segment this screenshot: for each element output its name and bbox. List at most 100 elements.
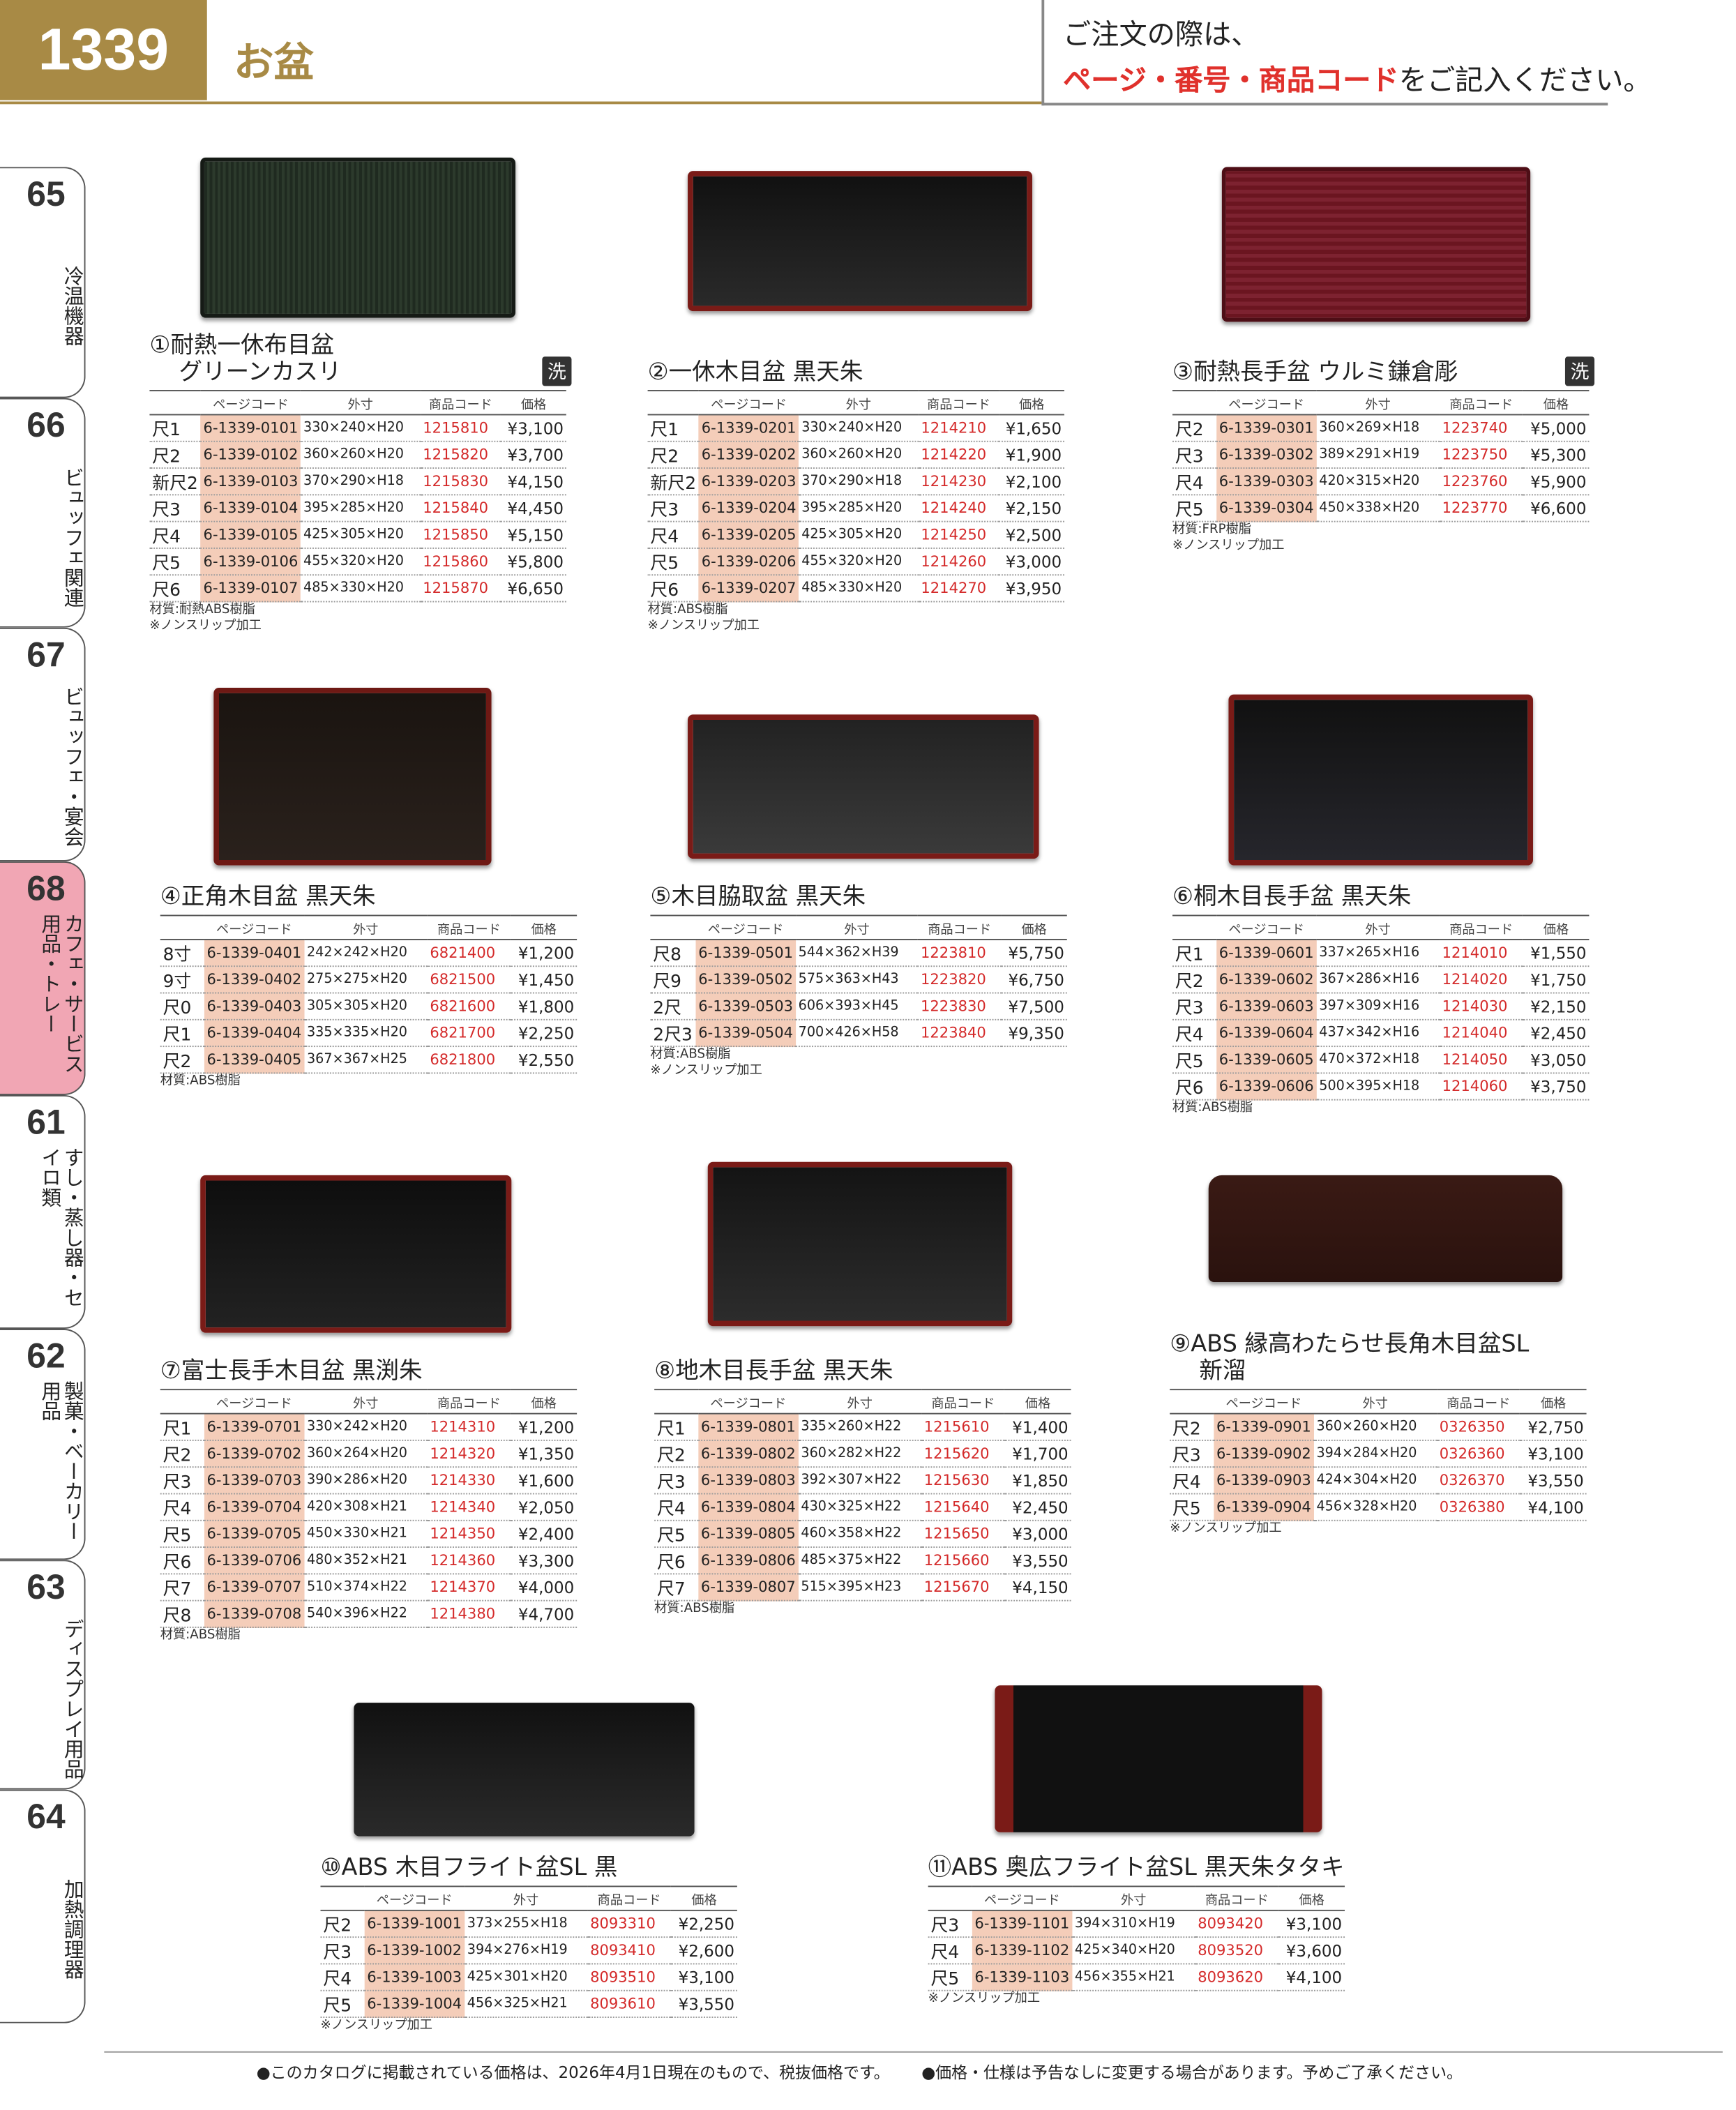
- table-cell: 尺9: [650, 966, 696, 994]
- table-cell: 6-1339-0803: [698, 1467, 799, 1495]
- table-cell: 尺5: [1172, 1046, 1216, 1074]
- side-tab: 62 製菓・ベーカリー用品: [0, 1329, 86, 1560]
- table-cell: ¥5,000: [1523, 414, 1590, 442]
- table-cell: 尺3: [1172, 441, 1216, 469]
- page-title: お盆: [234, 40, 314, 87]
- table-header: ページコード 外寸 商品コード 価格: [320, 1885, 737, 1911]
- table-header: ページコード 外寸 商品コード 価格: [160, 914, 578, 940]
- table-row: 尺4 6-1339-0804 430×325×H22 1215640 ¥2,450: [654, 1493, 1071, 1521]
- tab-number: 65: [27, 173, 66, 214]
- table-cell: 尺1: [654, 1413, 699, 1441]
- header-cell: ページコード: [1216, 390, 1317, 416]
- product-title: ⑧地木目長手盆 黒天朱: [654, 1358, 893, 1385]
- table-cell: 6-1339-0104: [200, 495, 301, 522]
- header-cell: 外寸: [464, 1885, 588, 1911]
- header-cell: 外寸: [304, 914, 428, 940]
- table-cell: 尺3: [160, 1467, 204, 1495]
- table-row: 尺5 6-1339-0805 460×358×H22 1215650 ¥3,000: [654, 1520, 1071, 1548]
- wash-badge: 洗: [1564, 356, 1595, 386]
- product: ⑨ABS 縁高わたらせ長角木目盆SL 新溜 ページコード 外寸 商品コード 価格 尺2 6-1…: [1170, 1332, 1600, 1537]
- table-cell: 尺4: [928, 1937, 972, 1965]
- product-note: 材質:ABS樹脂: [647, 602, 728, 617]
- table-row: 尺2 6-1339-1001 373×255×H18 8093310 ¥2,250: [320, 1910, 737, 1938]
- table-cell: 575×363×H43: [795, 966, 919, 994]
- table-cell: 尺1: [149, 414, 201, 442]
- table-cell: 394×284×H20: [1313, 1440, 1437, 1468]
- tab-label: ビュッフェ・宴会: [61, 686, 86, 847]
- table-cell: ¥4,150: [501, 468, 566, 496]
- table-row: 尺1 6-1339-0201 330×240×H20 1214210 ¥1,650: [647, 414, 1064, 442]
- table-cell: 6-1339-0404: [204, 1019, 305, 1048]
- table-cell: 6-1339-0204: [698, 495, 799, 522]
- table-row: 尺5 6-1339-1004 456×325×H21 8093610 ¥3,550: [320, 1990, 737, 2018]
- tray-image: [995, 1685, 1322, 1832]
- table-cell: 470×372×H18: [1316, 1046, 1440, 1074]
- table-cell: 6-1339-0806: [698, 1547, 799, 1575]
- tab-number: 62: [27, 1335, 66, 1376]
- header-cell: 外寸: [795, 914, 919, 940]
- table-cell: ¥2,450: [1004, 1493, 1071, 1521]
- table-cell: 1214310: [427, 1413, 511, 1441]
- table-cell: 尺4: [160, 1493, 204, 1521]
- table-cell: 6-1339-0703: [204, 1467, 305, 1495]
- table-cell: ¥2,450: [1523, 1019, 1590, 1048]
- table-cell: 尺4: [654, 1493, 699, 1521]
- table-cell: 700×426×H58: [795, 1019, 919, 1048]
- table-cell: 1214330: [427, 1467, 511, 1495]
- table-cell: 尺4: [1170, 1467, 1214, 1495]
- table-cell: 尺3: [654, 1467, 699, 1495]
- table-cell: 455×320×H20: [301, 548, 421, 576]
- table-cell: 尺2: [1172, 966, 1216, 994]
- table-cell: 367×286×H16: [1316, 966, 1440, 994]
- header-cell: [1172, 390, 1216, 416]
- spec-table: ページコード 外寸 商品コード 価格 尺3 6-1339-1101 394×310×H19 8…: [928, 1885, 1345, 1991]
- table-cell: ¥3,550: [1520, 1467, 1587, 1495]
- table-cell: 450×338×H20: [1316, 495, 1440, 522]
- table-cell: 6-1339-0602: [1216, 966, 1317, 994]
- table-cell: ¥5,300: [1523, 441, 1590, 469]
- table-cell: 1215660: [921, 1547, 1005, 1575]
- table-header: ページコード 外寸 商品コード 価格: [1172, 390, 1590, 416]
- table-cell: ¥7,500: [1001, 993, 1067, 1020]
- header-cell: 商品コード: [420, 390, 501, 416]
- table-cell: 6-1339-0301: [1216, 414, 1317, 442]
- spec-table: ページコード 外寸 商品コード 価格 尺8 6-1339-0501 544×362×H39 1…: [650, 914, 1067, 1048]
- table-cell: 1215620: [921, 1440, 1005, 1468]
- header-cell: 商品コード: [1439, 914, 1523, 940]
- product-note: ※ノンスリップ加工: [928, 1991, 1041, 2006]
- table-cell: 6-1339-0402: [204, 966, 305, 994]
- table-cell: 0326350: [1436, 1413, 1520, 1441]
- table-cell: 尺1: [160, 1413, 204, 1441]
- tab-label: ビュッフェ関連: [61, 467, 86, 608]
- table-row: 新尺2 6-1339-0203 370×290×H18 1214230 ¥2,100: [647, 468, 1064, 496]
- table-cell: 392×307×H22: [798, 1467, 921, 1495]
- table-cell: 1223830: [918, 993, 1002, 1020]
- table-row: 尺7 6-1339-0707 510×374×H22 1214370 ¥4,000: [160, 1574, 578, 1602]
- tray-image: [200, 1175, 512, 1333]
- table-cell: 6-1339-0206: [698, 548, 799, 576]
- table-cell: ¥2,550: [511, 1046, 578, 1074]
- header-cell: ページコード: [204, 914, 305, 940]
- table-cell: 460×358×H22: [798, 1520, 921, 1548]
- product: ⑦富士長手木目盆 黒渕朱 ページコード 外寸 商品コード 価格 尺1 6-1339-0701…: [160, 1358, 591, 1644]
- table-cell: 6-1339-0605: [1216, 1046, 1317, 1074]
- table-row: 尺5 6-1339-0705 450×330×H21 1214350 ¥2,400: [160, 1520, 578, 1548]
- table-cell: 6821500: [427, 966, 511, 994]
- table-cell: ¥2,250: [511, 1019, 578, 1048]
- header-cell: 価格: [999, 390, 1064, 416]
- table-row: 尺1 6-1339-0101 330×240×H20 1215810 ¥3,100: [149, 414, 566, 442]
- footer-rule: [104, 2051, 1723, 2053]
- table-cell: ¥2,600: [671, 1937, 737, 1965]
- table-cell: 9寸: [160, 966, 204, 994]
- tray-image: [354, 1703, 695, 1837]
- table-cell: ¥1,700: [1004, 1440, 1071, 1468]
- spec-table: ページコード 外寸 商品コード 価格 尺1 6-1339-0201 330×240×H20 1…: [647, 390, 1064, 603]
- table-row: 2尺3 6-1339-0504 700×426×H58 1223840 ¥9,350: [650, 1019, 1067, 1048]
- table-cell: 尺6: [160, 1547, 204, 1575]
- header-cell: 外寸: [799, 390, 919, 416]
- table-cell: 6-1339-0405: [204, 1046, 305, 1074]
- table-row: 尺1 6-1339-0601 337×265×H16 1214010 ¥1,550: [1172, 939, 1590, 967]
- table-cell: 424×304×H20: [1313, 1467, 1437, 1495]
- tab-number: 67: [27, 634, 66, 675]
- table-cell: ¥6,600: [1523, 495, 1590, 522]
